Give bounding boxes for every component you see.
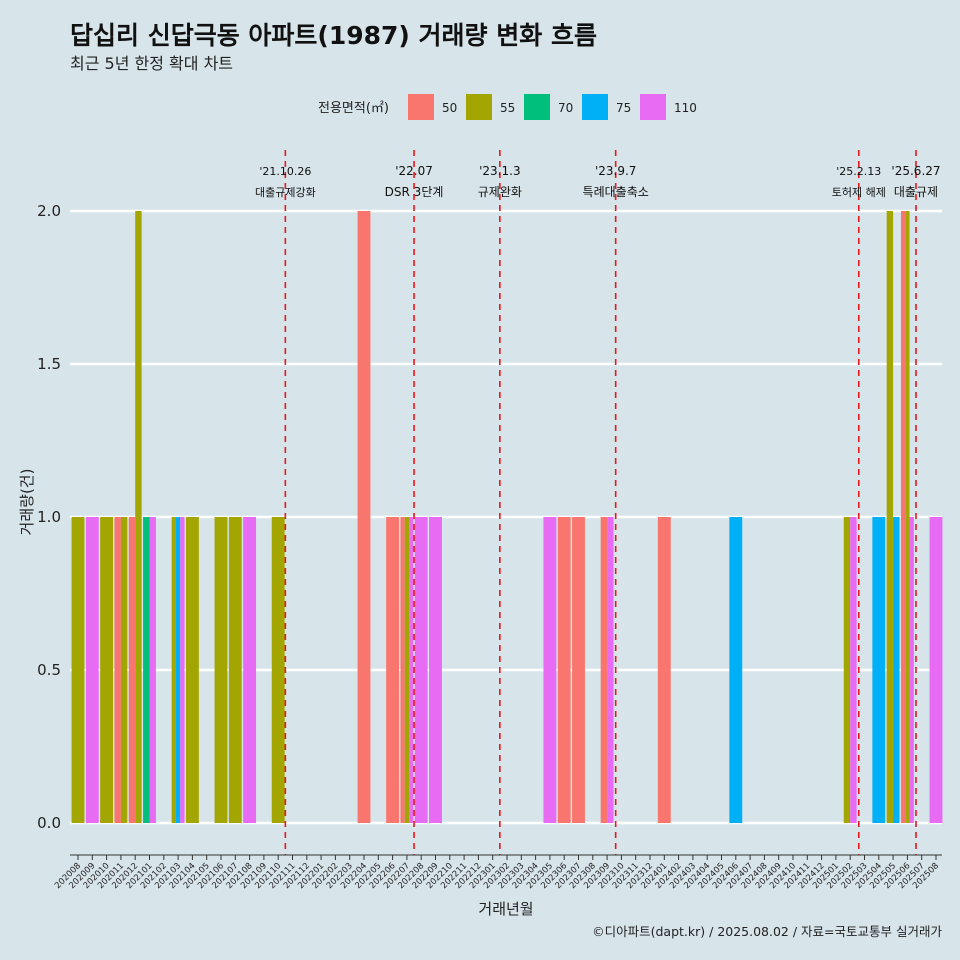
bar-202309-50: [600, 517, 608, 823]
legend-key-110: [640, 94, 666, 120]
legend-key-55: [466, 94, 492, 120]
event-label: 규제완화: [478, 185, 522, 199]
bar-202502-110: [850, 517, 857, 823]
bar-202106-55: [214, 517, 228, 823]
bar-202012-55: [135, 211, 142, 823]
bar-202103-75: [175, 517, 181, 823]
bar-202103-110: [180, 517, 185, 823]
bar-202208-110: [414, 517, 428, 823]
bar-202506-50: [900, 211, 906, 823]
bar-202207-110: [409, 517, 414, 823]
legend-label-110: 110: [674, 101, 697, 115]
bar-202209-110: [429, 517, 442, 823]
event-date: '23.9.7: [595, 164, 636, 178]
y-tick-label: 0.0: [37, 814, 61, 832]
bar-202103-55: [171, 517, 176, 823]
bar-202101-70: [143, 517, 150, 823]
legend: 전용면적(㎡) 50 55 70 75 110: [318, 94, 697, 120]
bar-202207-55: [404, 517, 410, 823]
bar-202505-75: [893, 517, 900, 823]
event-date: '25.6.27: [891, 164, 940, 178]
legend-key-75: [582, 94, 608, 120]
bar-202110-55: [271, 517, 285, 823]
legend-key-70: [524, 94, 550, 120]
chart-subtitle: 최근 5년 한정 확대 차트: [70, 54, 233, 73]
bar-202108-110: [243, 517, 257, 823]
event-label: DSR 3단계: [385, 185, 444, 199]
x-axis: 2020082020092020102020112020122021012021…: [53, 854, 942, 891]
event-label: 토허제 해제: [832, 185, 886, 199]
bar-202309-110: [607, 517, 614, 823]
bar-202504-75: [872, 517, 886, 823]
event-date: '23.1.3: [479, 164, 520, 178]
bar-202406-75: [729, 517, 743, 823]
x-axis-title: 거래년월: [478, 900, 533, 918]
event-label: 대출규제: [894, 185, 938, 199]
event-label: 특례대출축소: [583, 185, 649, 199]
bar-202505-55: [886, 211, 894, 823]
event-date: '21.10.26: [259, 165, 311, 178]
bar-202011-55: [120, 517, 128, 823]
bar-202307-50: [572, 517, 585, 823]
legend-label-70: 70: [558, 101, 573, 115]
bars: [71, 211, 943, 823]
y-tick-label: 2.0: [37, 202, 61, 220]
legend-label-50: 50: [442, 101, 457, 115]
bar-202008-55: [71, 517, 85, 823]
legend-label-75: 75: [616, 101, 631, 115]
bar-202401-50: [657, 517, 671, 823]
chart-title: 답십리 신답극동 아파트(1987) 거래량 변화 흐름: [70, 21, 597, 50]
bar-202506-55: [905, 211, 910, 823]
y-axis-title: 거래량(건): [18, 469, 36, 536]
bar-202012-50: [128, 517, 136, 823]
legend-label-55: 55: [500, 101, 515, 115]
event-label: 대출규제강화: [255, 186, 316, 199]
caption: ©디아파트(dapt.kr) / 2025.08.02 / 자료=국토교통부 실…: [592, 924, 942, 939]
bar-202009-110: [85, 517, 99, 823]
event-lines: [284, 150, 917, 855]
y-axis: 0.0 0.5 1.0 1.5 2.0: [37, 202, 61, 832]
y-tick-label: 1.0: [37, 508, 61, 526]
grid-lines: [70, 209, 942, 825]
bar-202204-50: [357, 211, 371, 823]
bar-202306-50: [557, 517, 571, 823]
legend-key-50: [408, 94, 434, 120]
bar-202506-110: [909, 517, 914, 823]
legend-title: 전용면적(㎡): [318, 101, 389, 116]
bar-202207-50: [400, 517, 405, 823]
y-tick-label: 1.5: [37, 355, 61, 373]
bar-202010-55: [100, 517, 114, 823]
bar-202206-50: [386, 517, 400, 823]
event-date: '25.2.13: [836, 165, 881, 178]
bar-202508-110: [929, 517, 943, 823]
bar-202101-110: [149, 517, 156, 823]
bar-202107-55: [228, 517, 242, 823]
bar-202104-55: [185, 517, 199, 823]
bar-202502-55: [843, 517, 851, 823]
y-tick-label: 0.5: [37, 661, 61, 679]
event-annotations: '21.10.26 대출규제강화 '22.07 DSR 3단계 '23.1.3 규제완화 '…: [255, 164, 941, 199]
event-date: '22.07: [395, 164, 433, 178]
bar-202305-110: [543, 517, 557, 823]
bar-202011-50: [114, 517, 121, 823]
